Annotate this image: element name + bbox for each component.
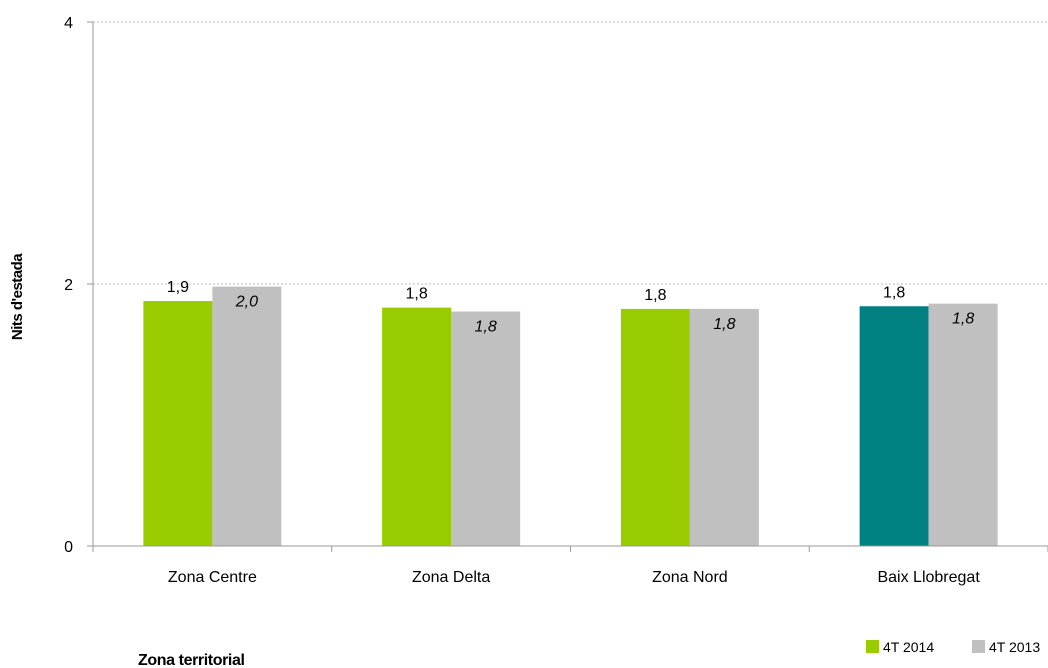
legend: 4T 2014 4T 2013: [866, 639, 1040, 655]
y-tick-label-0: 0: [64, 539, 73, 556]
bar-4t-2014-3: [859, 306, 929, 546]
legend-label-4t-2013: 4T 2013: [989, 639, 1040, 655]
legend-label-4t-2014: 4T 2014: [883, 639, 934, 655]
data-label-4t-2013-1: 1,8: [475, 319, 497, 336]
data-label-4t-2013-2: 1,8: [713, 316, 735, 333]
bar-4t-2013-0: [212, 286, 282, 546]
data-label-4t-2014-2: 1,8: [644, 287, 666, 304]
x-tick-label-zona-nord: Zona Nord: [652, 569, 728, 586]
x-axis-title: Zona territorial: [138, 652, 245, 668]
x-tick-label-zona-centre: Zona Centre: [168, 569, 257, 586]
bar-4t-2014-1: [382, 307, 452, 546]
data-labels: 1,9 1,8 1,8 1,8 2,0 1,8 1,8 1,8: [167, 279, 975, 335]
bar-4t-2013-2: [689, 308, 759, 546]
data-label-4t-2013-0: 2,0: [235, 294, 258, 311]
y-tick-label-2: 2: [64, 277, 73, 294]
data-label-4t-2014-3: 1,8: [883, 284, 905, 301]
data-label-4t-2014-0: 1,9: [167, 279, 189, 296]
y-axis-title: Nits d'estada: [9, 253, 26, 340]
x-tick-label-baix-llobregat: Baix Llobregat: [877, 569, 980, 586]
y-tick-label-4: 4: [64, 15, 73, 32]
data-label-4t-2014-1: 1,8: [406, 286, 428, 303]
bars: [143, 286, 998, 546]
gridlines: [93, 21, 1048, 285]
bar-4t-2013-3: [928, 303, 998, 546]
bar-4t-2014-2: [620, 308, 690, 546]
legend-swatch-4t-2014: [866, 640, 879, 653]
tick-labels: 0 2 4 Zona Centre Zona Delta Zona Nord Baix Ll…: [64, 15, 1048, 586]
bar-4t-2014-0: [143, 301, 213, 546]
data-label-4t-2013-3: 1,8: [952, 311, 974, 328]
legend-swatch-4t-2013: [972, 640, 985, 653]
x-tick-label-zona-delta: Zona Delta: [412, 569, 490, 586]
bar-4t-2013-1: [451, 311, 521, 546]
